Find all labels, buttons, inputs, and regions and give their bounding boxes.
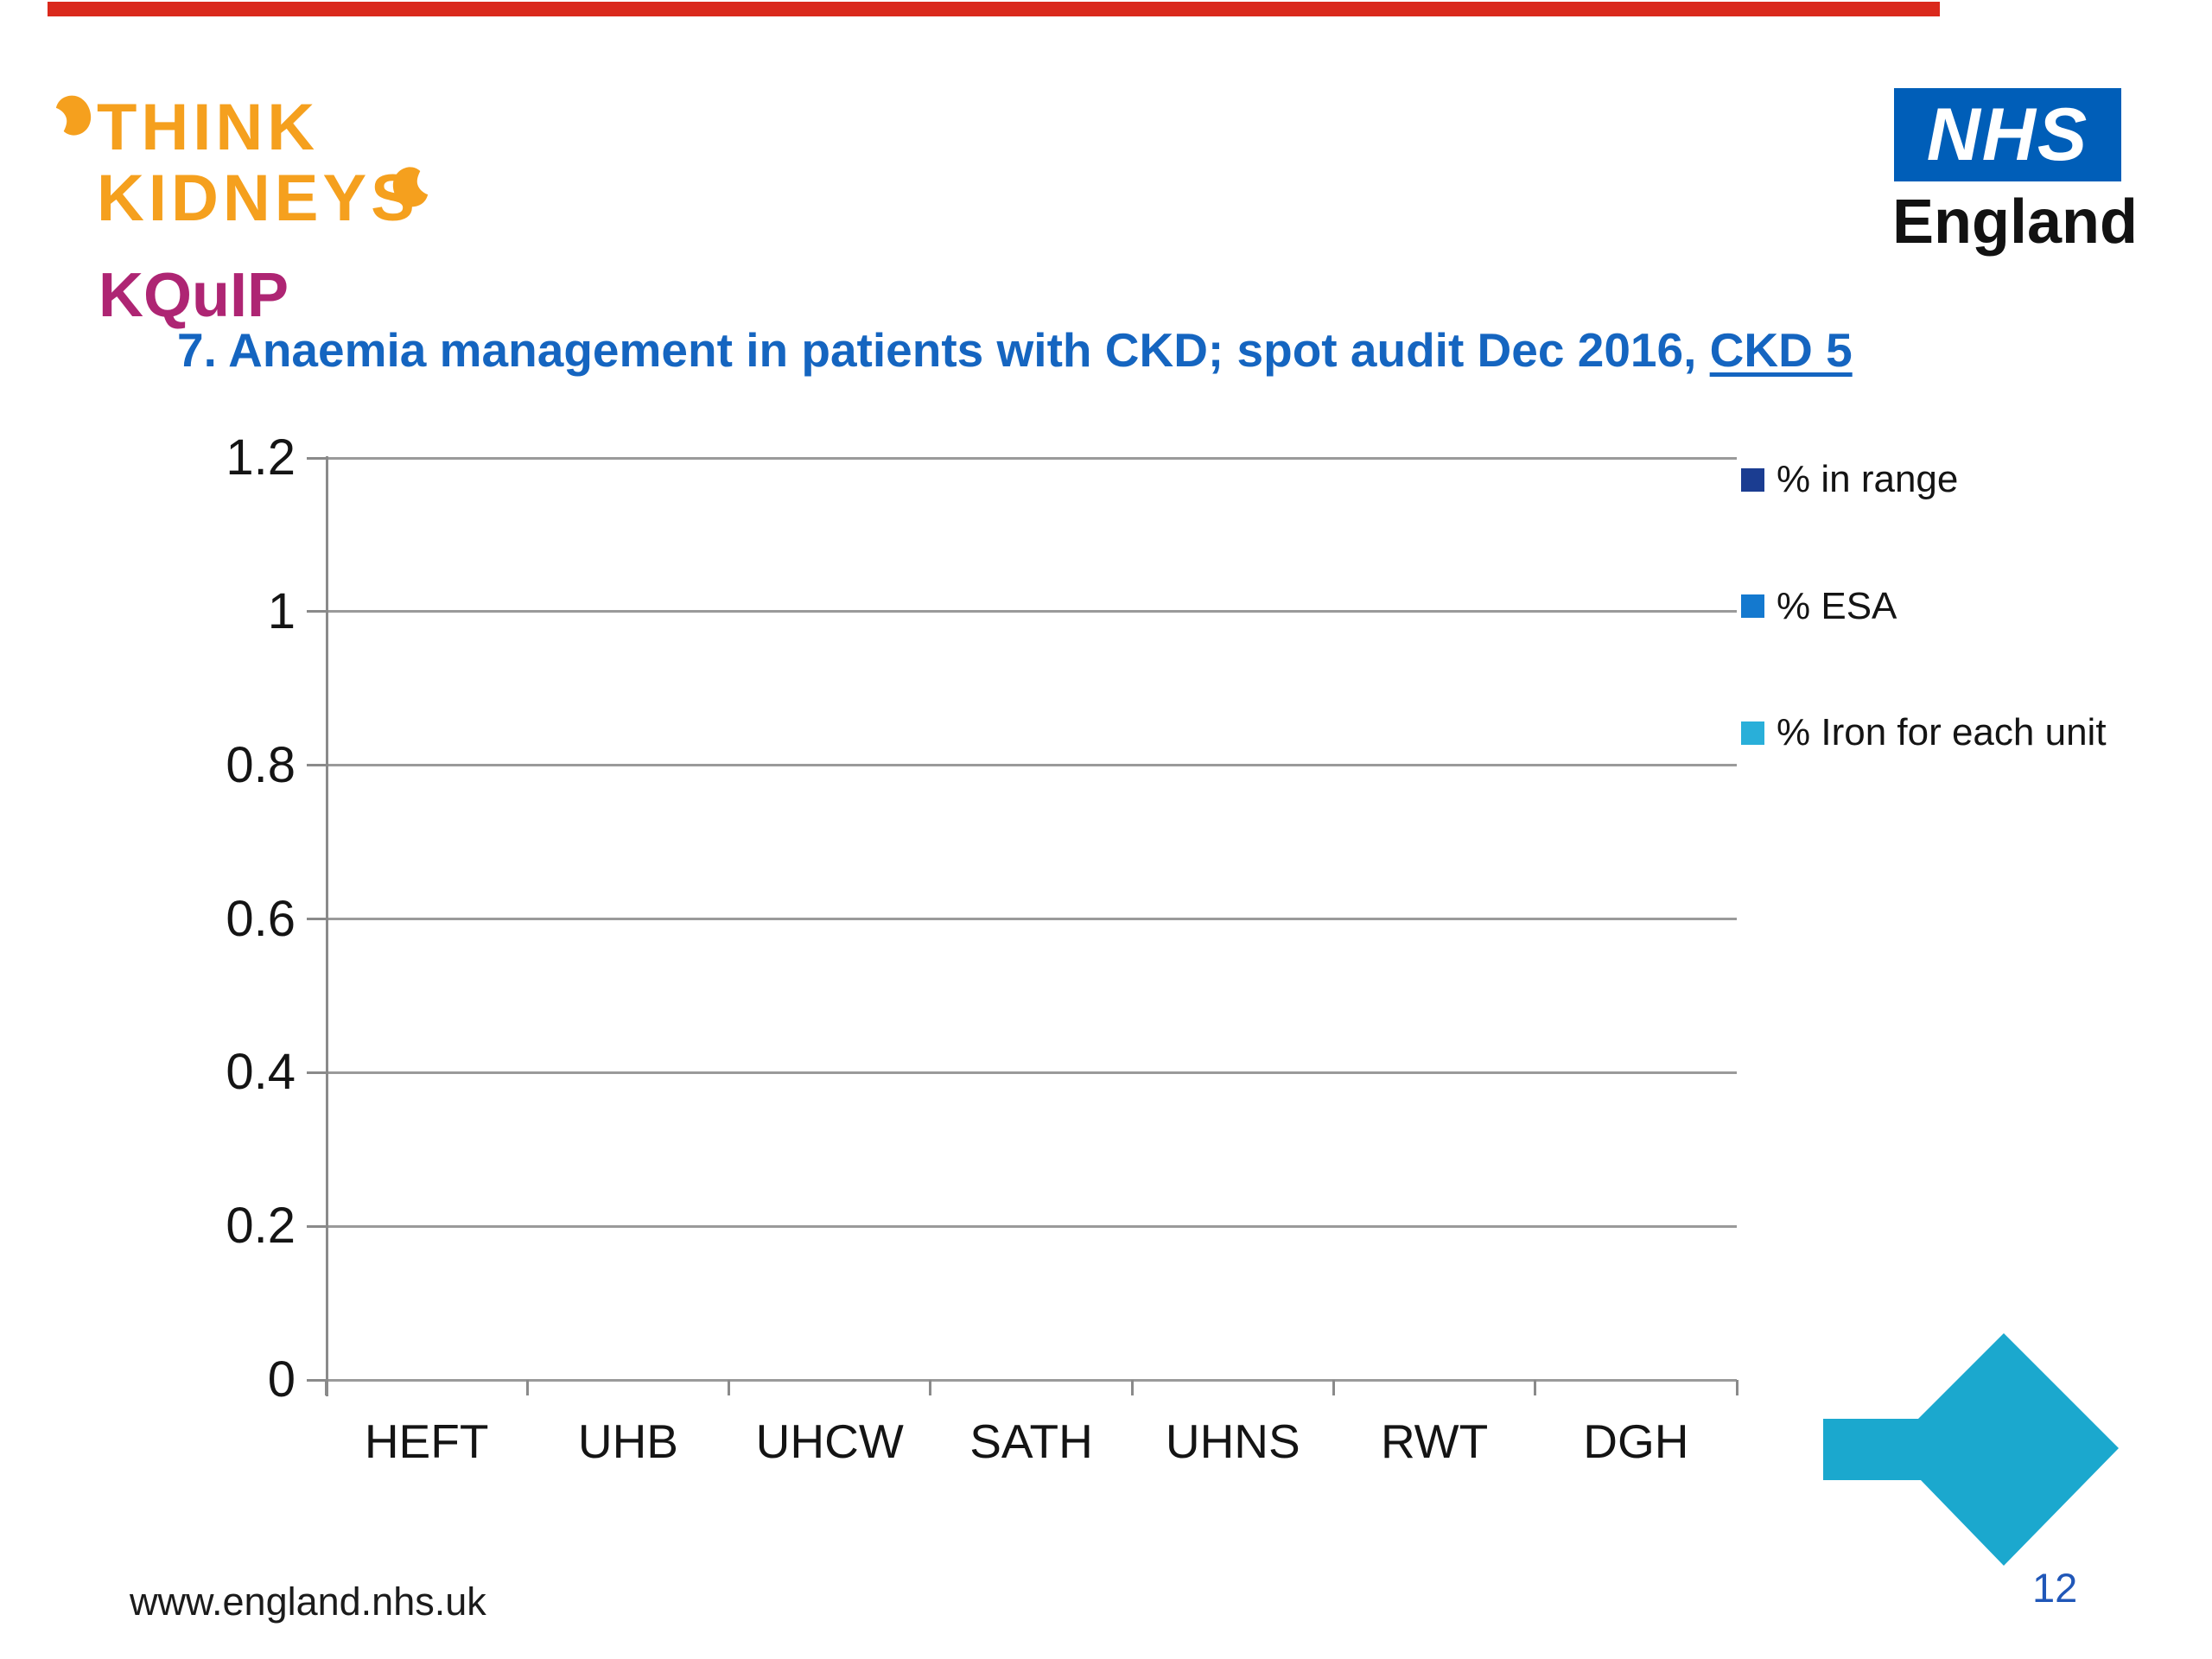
nhs-logo-box: NHS [1894, 88, 2121, 181]
kidney-bean-icon [55, 95, 92, 136]
legend-label: % Iron for each unit [1777, 711, 2107, 753]
x-axis-tick [1332, 1380, 1335, 1395]
kidney-bean-icon [392, 167, 429, 207]
y-axis-tick [307, 456, 326, 460]
x-axis-tick [1130, 1380, 1134, 1395]
legend-label: % ESA [1777, 584, 1897, 627]
x-axis-tick [1534, 1380, 1537, 1395]
x-axis-tick [929, 1380, 932, 1395]
top-red-bar [48, 2, 1940, 16]
legend-label: % in range [1777, 458, 1959, 500]
legend-swatch [1741, 721, 1764, 745]
gridline [326, 456, 1737, 460]
x-axis-label: UHNS [1165, 1414, 1300, 1468]
x-axis-tick [324, 1380, 327, 1395]
kquip-logo-text: KQuIP [99, 261, 289, 330]
gridline [326, 918, 1737, 920]
nhs-logo-text: NHS [1926, 93, 2089, 176]
y-axis-label: 0.2 [226, 1198, 296, 1255]
legend-swatch [1741, 594, 1764, 618]
x-axis-tick [525, 1380, 529, 1395]
think-kidneys-line2: KIDNEYS [97, 162, 419, 235]
x-axis-label: SATH [969, 1414, 1093, 1468]
y-axis-tick [307, 1378, 326, 1382]
gridline [326, 610, 1737, 613]
slide-title: 7. Anaemia management in patients with C… [177, 323, 1853, 378]
y-axis-label: 1.2 [226, 429, 296, 486]
x-axis-label: UHB [577, 1414, 678, 1468]
y-axis-tick [307, 764, 326, 767]
x-axis-label: RWT [1380, 1414, 1489, 1468]
x-axis-tick [1735, 1380, 1738, 1395]
gridline [326, 764, 1737, 767]
x-axis-label: HEFT [364, 1414, 489, 1468]
y-axis-label: 0.4 [226, 1044, 296, 1101]
y-axis-tick [307, 918, 326, 920]
y-axis-tick [307, 610, 326, 613]
y-axis-label: 0.6 [226, 890, 296, 947]
y-axis-label: 1 [267, 582, 296, 639]
slide-title-main: 7. Anaemia management in patients with C… [177, 323, 1710, 377]
slide-title-link[interactable]: CKD 5 [1709, 323, 1853, 377]
legend-swatch [1741, 467, 1764, 492]
think-kidneys-line1: THINK [97, 91, 320, 164]
x-axis-label: DGH [1583, 1414, 1689, 1468]
gridline [326, 1378, 1737, 1382]
nhs-england-text: England [1892, 188, 2138, 257]
x-axis-label: UHCW [755, 1414, 904, 1468]
y-axis-label: 0 [267, 1351, 296, 1408]
y-axis-tick [307, 1224, 326, 1228]
y-axis-label: 0.8 [226, 736, 296, 793]
y-axis-tick [307, 1071, 326, 1074]
footer-url[interactable]: www.england.nhs.uk [130, 1580, 486, 1624]
gridline [326, 1071, 1737, 1074]
next-arrow[interactable] [1813, 1326, 2127, 1577]
x-axis-tick [728, 1380, 731, 1395]
y-axis-line [326, 456, 328, 1396]
page-number: 12 [2032, 1565, 2078, 1611]
gridline [326, 1224, 1737, 1228]
